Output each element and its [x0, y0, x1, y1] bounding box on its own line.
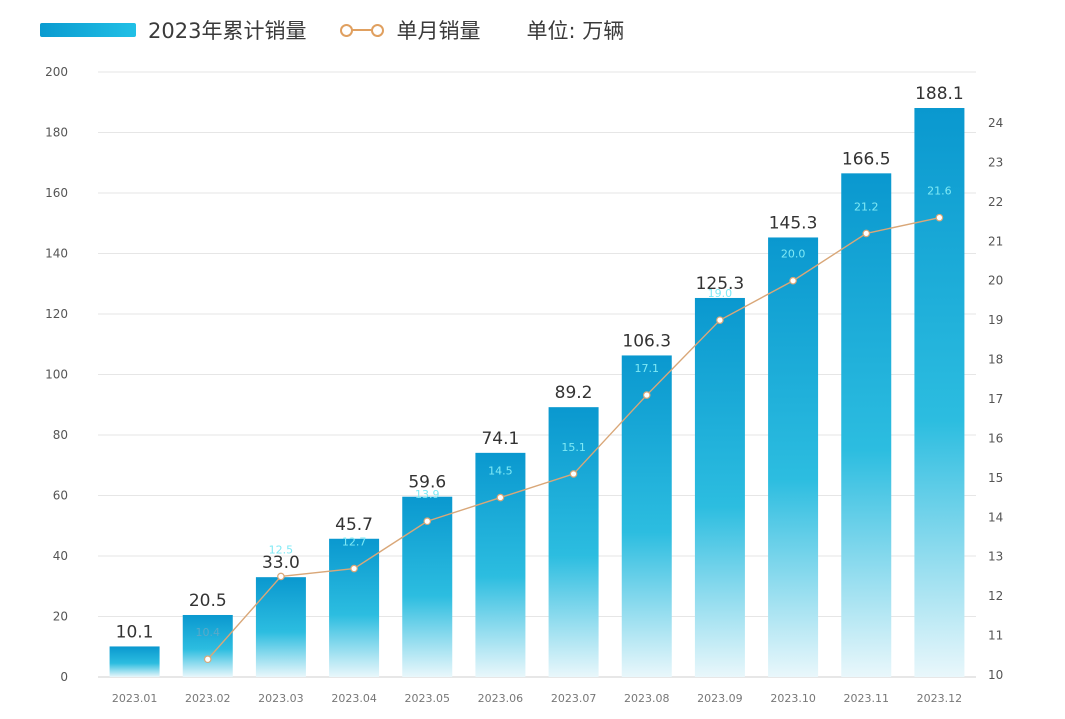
y2-tick-label: 24 [988, 116, 1003, 130]
legend-bar-swatch [40, 23, 136, 37]
bar [548, 407, 599, 677]
x-tick-label: 2023.12 [917, 692, 963, 705]
bar [182, 614, 233, 677]
line-value-label: 12.7 [342, 536, 367, 549]
line-value-label: 17.1 [635, 362, 660, 375]
line-value-label: 20.0 [781, 248, 806, 261]
y2-tick-label: 22 [988, 195, 1003, 209]
bar [475, 452, 526, 677]
y-tick-label: 100 [45, 368, 68, 382]
line-value-label: 19.0 [708, 287, 733, 300]
bar-value-label: 145.3 [769, 213, 818, 233]
bar-value-label: 33.0 [262, 553, 300, 573]
bar-value-label: 125.3 [696, 274, 745, 294]
bar-value-label: 20.5 [189, 591, 227, 611]
bar [621, 355, 672, 677]
y2-tick-label: 18 [988, 353, 1003, 367]
line-value-label: 13.9 [415, 488, 440, 501]
bar-value-label: 74.1 [481, 429, 519, 449]
line-value-label: 15.1 [561, 441, 586, 454]
line-value-label: 10.4 [196, 626, 221, 639]
line-point [789, 276, 797, 285]
y2-tick-label: 20 [988, 274, 1003, 288]
x-tick-label: 2023.10 [770, 692, 816, 705]
y-tick-label: 200 [45, 65, 68, 79]
x-tick-label: 2023.03 [258, 692, 304, 705]
line-point [862, 229, 871, 238]
line-value-label: 21.2 [854, 200, 879, 213]
line-point [935, 213, 944, 222]
bar [255, 577, 306, 677]
legend-line-swatch [340, 22, 385, 38]
line-point [496, 493, 505, 502]
x-tick-label: 2023.11 [844, 692, 890, 705]
bar-value-label: 166.5 [842, 149, 891, 169]
y2-tick-label: 10 [988, 668, 1003, 682]
bar [694, 297, 745, 677]
x-tick-label: 2023.01 [112, 692, 158, 705]
y2-tick-label: 16 [988, 431, 1003, 445]
y2-tick-label: 11 [988, 629, 1003, 643]
y-tick-label: 40 [53, 549, 68, 563]
y-tick-label: 20 [53, 610, 68, 624]
bar [841, 173, 892, 677]
y-tick-label: 60 [53, 489, 68, 503]
bar-value-label: 106.3 [622, 331, 671, 351]
legend: 2023年累计销量 单月销量 单位: 万辆 [40, 16, 624, 44]
line-point [642, 391, 651, 399]
y2-tick-label: 19 [988, 313, 1003, 327]
x-tick-label: 2023.09 [697, 692, 743, 705]
y-tick-label: 0 [60, 670, 68, 684]
y2-tick-label: 15 [988, 471, 1003, 485]
line-value-label: 12.5 [269, 543, 294, 556]
y2-tick-label: 14 [988, 510, 1003, 524]
line-value-label: 14.5 [488, 465, 513, 478]
x-tick-label: 2023.05 [405, 692, 451, 705]
y2-tick-label: 12 [988, 589, 1003, 603]
legend-line-label: 单月销量 [396, 19, 481, 43]
legend-bar-label: 2023年累计销量 [148, 19, 307, 43]
y-tick-label: 80 [53, 428, 68, 442]
y2-tick-label: 23 [988, 155, 1003, 169]
bar [402, 496, 453, 677]
bar-value-label: 45.7 [335, 515, 373, 535]
bar-value-label: 10.1 [116, 622, 154, 642]
line-point [569, 470, 578, 478]
bar [329, 538, 380, 677]
x-tick-label: 2023.04 [331, 692, 377, 705]
line-point [423, 517, 432, 526]
bar-value-label: 59.6 [408, 473, 446, 493]
bar-value-label: 188.1 [915, 84, 964, 104]
line-point [716, 316, 724, 324]
unit-label: 单位: 万辆 [526, 19, 625, 43]
bar [914, 107, 965, 677]
y-tick-label: 160 [45, 186, 68, 200]
y2-tick-label: 13 [988, 550, 1003, 564]
line-value-label: 21.6 [927, 185, 952, 198]
y-tick-label: 180 [45, 126, 68, 140]
x-tick-label: 2023.07 [551, 692, 597, 705]
x-tick-label: 2023.06 [478, 692, 524, 705]
y-tick-label: 140 [45, 247, 68, 261]
line-point [277, 572, 285, 581]
y2-tick-label: 21 [988, 234, 1003, 248]
line-point [350, 564, 358, 573]
bar-value-label: 89.2 [555, 383, 593, 403]
bar [109, 646, 160, 677]
bar [768, 237, 819, 677]
y2-tick-label: 17 [988, 392, 1003, 406]
y-tick-label: 120 [45, 307, 68, 321]
line-point [203, 655, 212, 664]
x-tick-label: 2023.02 [185, 692, 231, 705]
x-tick-label: 2023.08 [624, 692, 670, 705]
